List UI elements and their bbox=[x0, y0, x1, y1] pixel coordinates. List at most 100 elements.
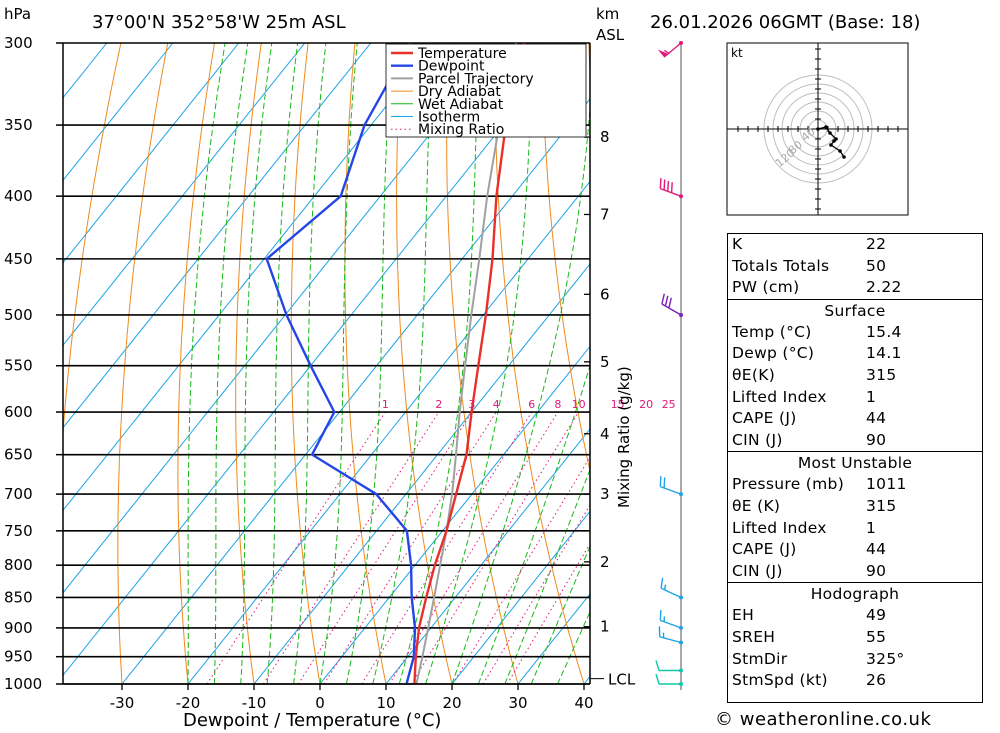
wet-adiabat-line bbox=[345, 43, 393, 684]
isotherm-line bbox=[121, 98, 590, 684]
mixing-ratio-line bbox=[506, 542, 590, 684]
dry-adiabat-line bbox=[446, 43, 519, 684]
hodograph-point bbox=[828, 131, 832, 135]
hodo-stmdir: StmDir 325° bbox=[732, 649, 905, 668]
wind-barb-feather bbox=[659, 609, 662, 621]
wind-barb-shaft bbox=[659, 636, 682, 644]
pressure-label: 500 bbox=[4, 306, 33, 324]
pressure-label: 450 bbox=[4, 250, 33, 268]
legend-box bbox=[385, 43, 587, 138]
temperature-label: 30 bbox=[508, 694, 527, 712]
dry-adiabat-line bbox=[177, 43, 215, 684]
surface-header: Surface bbox=[728, 298, 982, 322]
wet-adiabat-line bbox=[319, 43, 358, 684]
mixing-ratio-label: 3 bbox=[468, 398, 475, 411]
temperature-label: -20 bbox=[176, 694, 201, 712]
pressure-label: 800 bbox=[4, 556, 33, 574]
height-km-ticks: 8 7 6 5 4 3 2 1 LCL bbox=[584, 128, 636, 689]
isotherm-line bbox=[253, 263, 590, 684]
parcel-trajectory-line bbox=[415, 43, 517, 684]
surface-cin: CIN (J) 90 bbox=[732, 430, 887, 449]
hodograph-point bbox=[824, 125, 828, 129]
mixing-ratio-label: 10 bbox=[572, 398, 586, 411]
pressure-label: 400 bbox=[4, 187, 33, 205]
isotherm-line bbox=[63, 43, 570, 677]
mu-pressure: Pressure (mb) 1011 bbox=[732, 475, 907, 494]
mixing-ratio-line bbox=[410, 411, 580, 684]
legend-entry: Dry Adiabat bbox=[418, 84, 501, 100]
height-km-label: 6 bbox=[600, 285, 610, 303]
temperature-line bbox=[413, 43, 526, 684]
height-km-label: 7 bbox=[600, 206, 610, 224]
hodograph-point bbox=[816, 127, 820, 131]
hodograph-point bbox=[829, 143, 833, 147]
surface-thetae: θE(K) 315 bbox=[732, 365, 897, 384]
isotherm-line bbox=[63, 43, 240, 264]
mixing-ratio-line bbox=[206, 411, 386, 684]
dry-adiabat-line bbox=[63, 43, 122, 439]
copyright-footer[interactable]: © weatheronline.co.uk bbox=[715, 709, 932, 730]
x-axis-label: Dewpoint / Temperature (°C) bbox=[183, 710, 441, 731]
mu-cape: CAPE (J) 44 bbox=[732, 540, 887, 559]
legend-entry: Parcel Trajectory bbox=[418, 71, 534, 87]
wet-adiabat-line bbox=[372, 43, 434, 684]
temperature-label: -30 bbox=[110, 694, 135, 712]
wind-barbs bbox=[655, 41, 683, 686]
wind-barb-feather bbox=[663, 179, 666, 191]
temperature-label: 10 bbox=[376, 694, 395, 712]
mixing-ratio-label: 2 bbox=[435, 398, 442, 411]
pressure-label: 600 bbox=[4, 403, 33, 421]
mixing-ratio-axis-label: Mixing Ratio (g/kg) bbox=[615, 366, 633, 508]
hodograph-point bbox=[832, 139, 836, 143]
pressure-label: 700 bbox=[4, 485, 33, 503]
mu-thetae: θE (K) 315 bbox=[732, 496, 897, 515]
wind-barb-shaft bbox=[660, 619, 682, 629]
location-title: 37°00'N 352°58'W 25m ASL bbox=[92, 12, 346, 33]
dry-adiabat-line bbox=[344, 43, 387, 684]
date-title: 26.01.2026 06GMT (Base: 18) bbox=[650, 12, 920, 33]
mixing-ratio-line bbox=[297, 411, 473, 684]
surface-temp: Temp (°C) 15.4 bbox=[732, 322, 902, 341]
wet-adiabat-line bbox=[504, 468, 590, 684]
wet-adiabat-line bbox=[266, 43, 299, 684]
surface-cape: CAPE (J) 44 bbox=[732, 409, 887, 428]
pressure-label: 750 bbox=[4, 522, 33, 540]
legend-entry: Temperature bbox=[417, 46, 507, 62]
wind-barb-feather bbox=[660, 577, 664, 589]
isotherm-line bbox=[187, 180, 590, 684]
mixing-ratio-label: 4 bbox=[493, 398, 500, 411]
height-km-label: 2 bbox=[600, 553, 610, 571]
hpa-unit-label: hPa bbox=[4, 5, 31, 23]
pressure-label: 950 bbox=[4, 648, 33, 666]
isotherm-line bbox=[517, 593, 590, 684]
wet-adiabat-line bbox=[187, 43, 226, 684]
dry-adiabat-line bbox=[235, 43, 262, 684]
height-km-label: 4 bbox=[600, 425, 610, 443]
height-km-label: 8 bbox=[600, 128, 610, 146]
wind-barb-feather bbox=[664, 295, 669, 307]
pressure-label: 300 bbox=[4, 34, 33, 52]
mixing-ratio-label: 6 bbox=[528, 398, 535, 411]
indices-table: K 22 Totals Totals 50 PW (cm) 2.22 Surface … bbox=[727, 233, 983, 703]
profile-lines bbox=[265, 43, 526, 684]
mixing-ratio-line bbox=[452, 456, 590, 684]
wind-barb-shaft bbox=[660, 485, 682, 495]
hodograph-unit: kt bbox=[731, 46, 743, 60]
pressure-label: 550 bbox=[4, 357, 33, 375]
mixing-ratio-line bbox=[361, 411, 533, 684]
hodograph-point bbox=[842, 155, 846, 159]
dry-adiabat-line bbox=[494, 43, 585, 684]
pressure-label: 850 bbox=[4, 589, 33, 607]
wind-barb-feather bbox=[668, 297, 672, 309]
wind-barb-flag bbox=[657, 49, 668, 58]
surface-dewp: Dewp (°C) 14.1 bbox=[732, 344, 902, 363]
surface-li: Lifted Index 1 bbox=[732, 387, 877, 406]
wind-barb-feather bbox=[655, 673, 660, 685]
height-km-label: 5 bbox=[600, 353, 610, 371]
temperature-label: 20 bbox=[442, 694, 461, 712]
index-totals: Totals Totals 50 bbox=[732, 256, 887, 275]
wet-adiabat-line bbox=[213, 43, 249, 684]
dry-adiabat-line bbox=[117, 43, 169, 684]
mixing-ratio-label: 1 bbox=[382, 398, 389, 411]
